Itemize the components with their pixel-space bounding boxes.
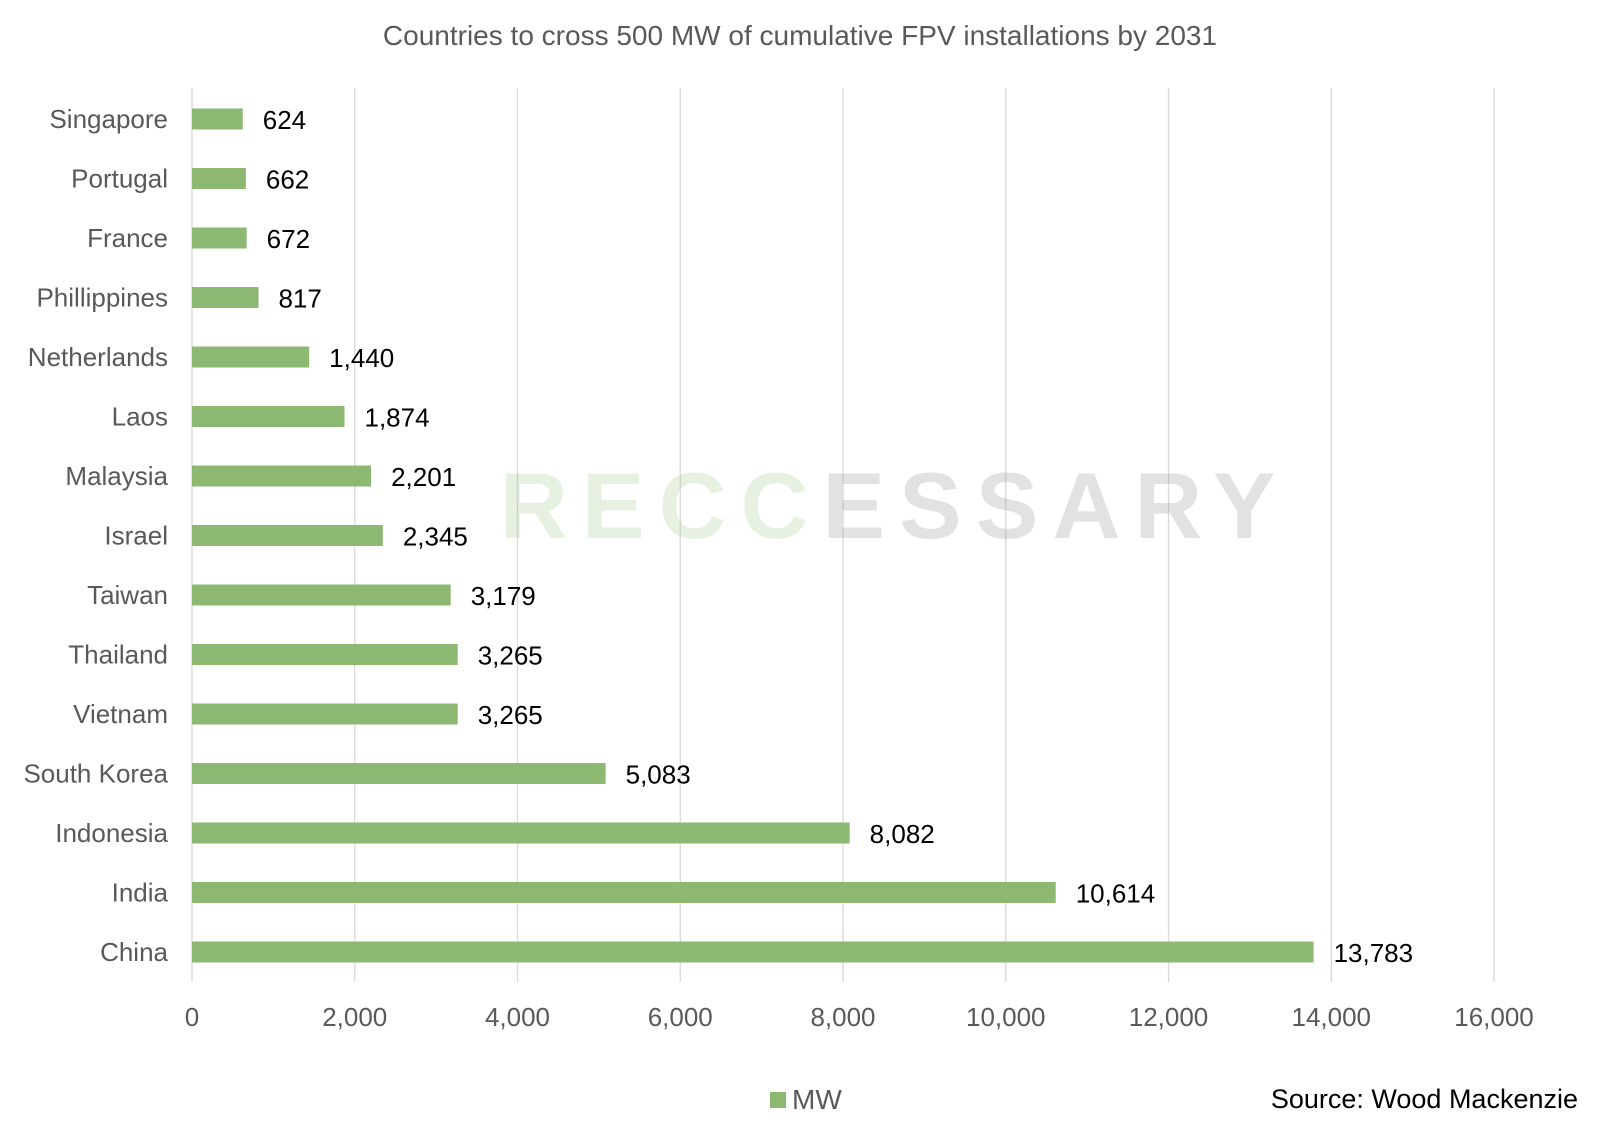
category-label: South Korea	[23, 759, 168, 789]
x-tick-label: 14,000	[1291, 1002, 1371, 1032]
bar	[192, 346, 310, 368]
value-label: 10,614	[1076, 879, 1156, 909]
bar	[192, 644, 458, 665]
category-label: Netherlands	[28, 342, 168, 372]
x-tick-label: 4,000	[485, 1002, 550, 1032]
x-tick-label: 8,000	[810, 1002, 875, 1032]
value-label: 3,179	[471, 581, 536, 611]
value-label: 2,201	[391, 462, 456, 492]
category-label: Vietnam	[73, 699, 168, 729]
chart-title: Countries to cross 500 MW of cumulative …	[382, 20, 1218, 51]
legend-label: MW	[792, 1084, 842, 1115]
x-tick-labels: 0 2,000 4,000 6,000 8,000 10,000 12,000 14,000 1…	[185, 1002, 1534, 1032]
value-label: 8,082	[870, 819, 935, 849]
category-label: India	[112, 878, 169, 908]
x-tick-label: 16,000	[1454, 1002, 1534, 1032]
value-label: 672	[267, 224, 310, 254]
value-label: 1,440	[329, 343, 394, 373]
bar	[192, 465, 372, 487]
bars	[192, 108, 1314, 963]
value-label: 1,874	[364, 403, 429, 433]
bar	[192, 584, 451, 606]
category-label: Malaysia	[65, 461, 168, 491]
value-label: 2,345	[403, 522, 468, 552]
bar	[192, 763, 606, 784]
category-label: France	[87, 223, 168, 253]
x-tick-label: 12,000	[1129, 1002, 1209, 1032]
value-label: 817	[278, 284, 321, 314]
legend-swatch	[770, 1092, 786, 1108]
value-label: 3,265	[478, 641, 543, 671]
category-label: Indonesia	[55, 818, 168, 848]
bar	[192, 822, 850, 844]
bar	[192, 108, 243, 130]
value-label: 3,265	[478, 700, 543, 730]
value-label: 662	[266, 165, 309, 195]
category-label: Portugal	[71, 164, 168, 194]
category-label: Laos	[112, 402, 168, 432]
source-note: Source: Wood Mackenzie	[1270, 1084, 1578, 1114]
category-labels: Singapore Portugal France Phillippines Nethe…	[23, 104, 168, 967]
bar	[192, 703, 458, 725]
x-tick-label: 0	[185, 1002, 199, 1032]
bar	[192, 406, 345, 427]
category-label: Singapore	[49, 104, 168, 134]
bar	[192, 525, 383, 546]
bar	[192, 168, 246, 189]
bar	[192, 287, 259, 308]
x-tick-label: 10,000	[966, 1002, 1046, 1032]
x-tick-label: 2,000	[322, 1002, 387, 1032]
value-label: 624	[263, 105, 306, 135]
watermark-logo: RECCESSARY	[500, 453, 1290, 558]
value-label: 5,083	[626, 760, 691, 790]
category-label: Phillippines	[36, 283, 168, 313]
category-label: Israel	[104, 521, 168, 551]
legend: MW	[770, 1084, 842, 1116]
category-label: Taiwan	[87, 580, 168, 610]
bar	[192, 941, 1314, 963]
category-label: China	[100, 937, 168, 967]
bar	[192, 882, 1056, 903]
value-label: 13,783	[1334, 938, 1414, 968]
x-tick-label: 6,000	[648, 1002, 713, 1032]
category-label: Thailand	[68, 640, 168, 670]
bar	[192, 227, 247, 249]
